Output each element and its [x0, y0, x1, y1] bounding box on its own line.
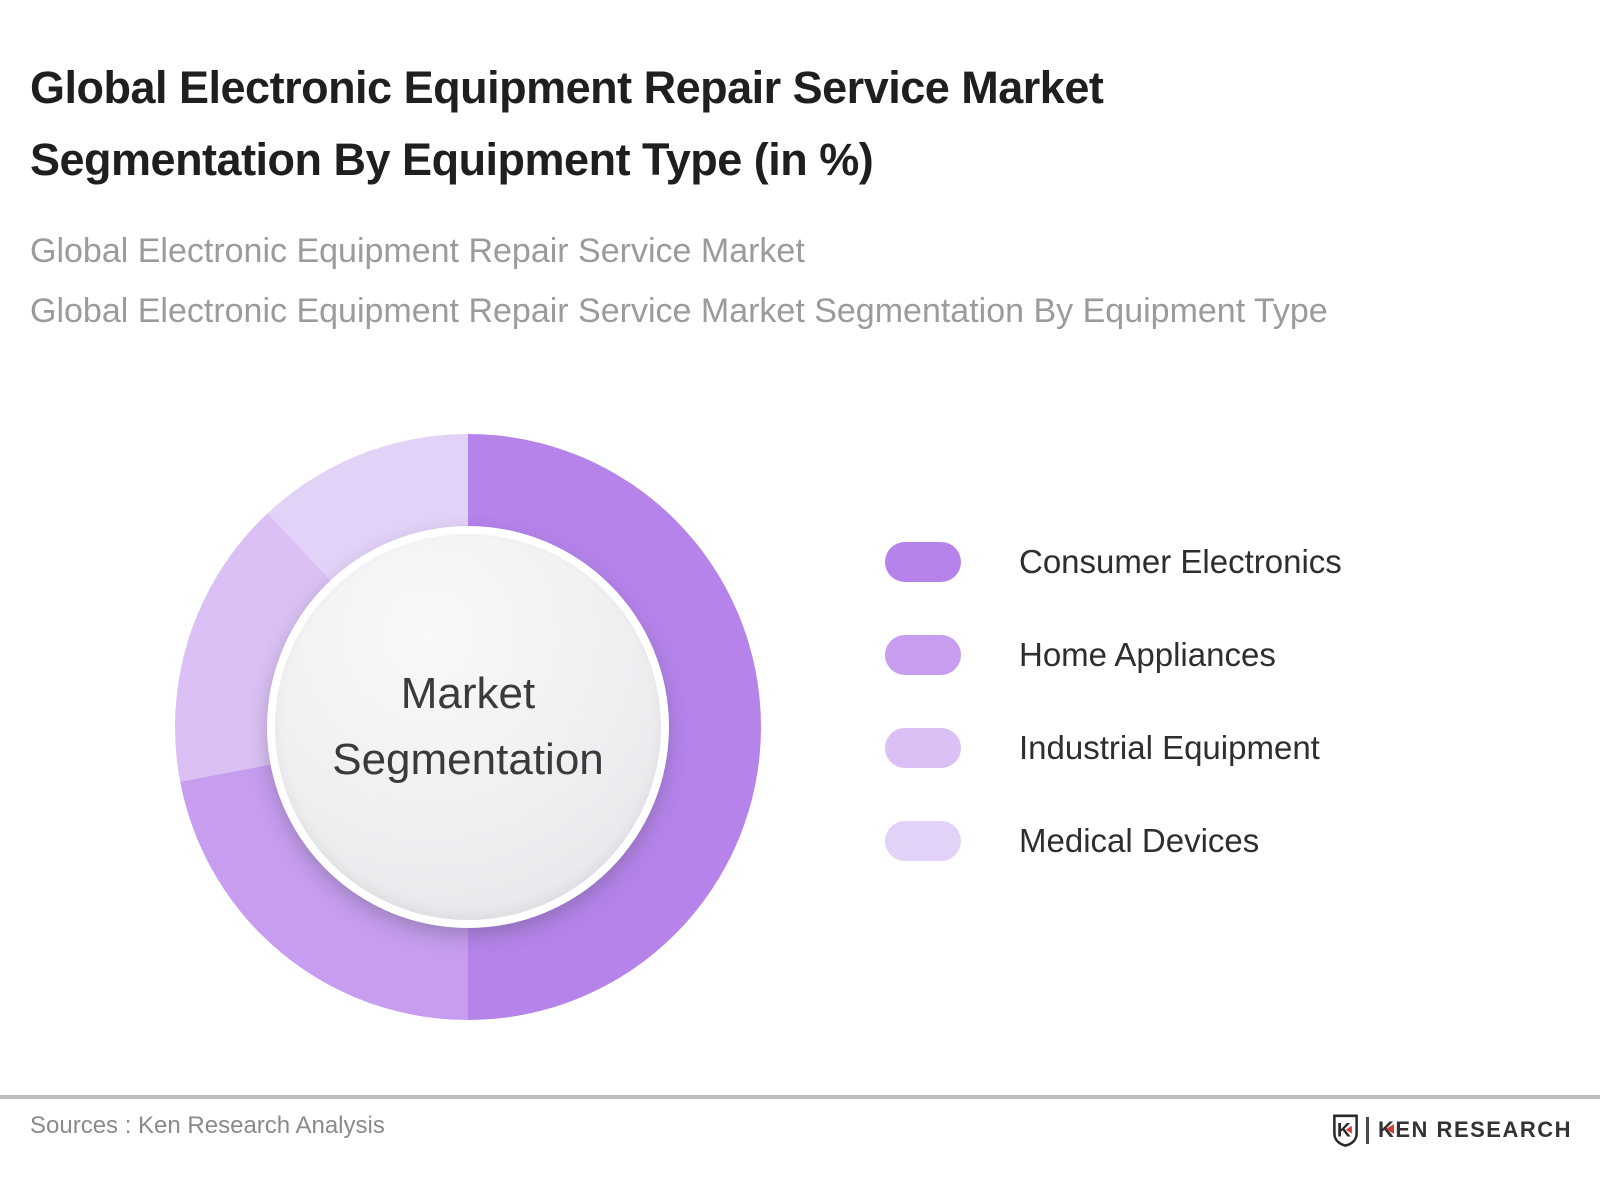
ken-research-shield-icon: K: [1333, 1114, 1358, 1147]
page-title-line-2: Segmentation By Equipment Type (in %): [30, 134, 874, 185]
legend-label: Industrial Equipment: [1019, 729, 1320, 766]
legend-label: Medical Devices: [1019, 822, 1260, 859]
legend-item-home-appliances: Home Appliances: [885, 635, 1342, 675]
subtitle-line-2: Global Electronic Equipment Repair Servi…: [30, 292, 1328, 330]
legend-label: Consumer Electronics: [1019, 543, 1342, 580]
chart-legend: Consumer Electronics Home Appliances Ind…: [885, 542, 1342, 914]
legend-label: Home Appliances: [1019, 636, 1276, 673]
legend-swatch-medical-devices: [885, 821, 961, 861]
footer-divider: [0, 1095, 1600, 1099]
ken-research-logo: K KEN RESEARCH: [1332, 1110, 1572, 1150]
page-title: Global Electronic Equipment Repair Servi…: [30, 52, 1390, 196]
logo-red-arrow-icon: [1386, 1124, 1394, 1134]
logo-separator: [1366, 1116, 1369, 1144]
donut-chart: Market Segmentation: [175, 434, 761, 1020]
subtitle-line-1: Global Electronic Equipment Repair Servi…: [30, 232, 805, 270]
logo-wordmark: KEN RESEARCH: [1378, 1117, 1572, 1143]
svg-text:K: K: [1337, 1120, 1351, 1141]
legend-swatch-industrial-equipment: [885, 728, 961, 768]
logo-wordmark-text: KEN RESEARCH: [1378, 1117, 1573, 1142]
legend-item-medical-devices: Medical Devices: [885, 821, 1342, 861]
legend-swatch-home-appliances: [885, 635, 961, 675]
donut-hole: [275, 534, 661, 920]
legend-swatch-consumer-electronics: [885, 542, 961, 582]
legend-item-industrial-equipment: Industrial Equipment: [885, 728, 1342, 768]
legend-item-consumer-electronics: Consumer Electronics: [885, 542, 1342, 582]
sources-text: Sources : Ken Research Analysis: [30, 1112, 385, 1139]
donut-center-label: Market Segmentation: [332, 669, 604, 784]
page-title-line-1: Global Electronic Equipment Repair Servi…: [30, 62, 1104, 113]
